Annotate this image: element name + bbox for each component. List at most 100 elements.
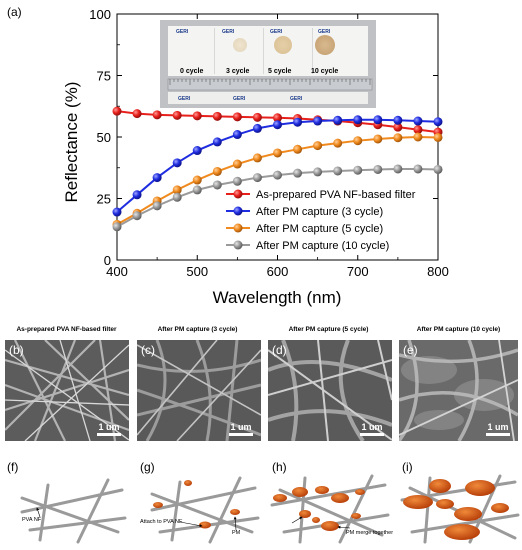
- data-point-3-cycle: [373, 115, 383, 125]
- data-point-3-cycle: [192, 146, 202, 156]
- inset-label-5-cycle: 5 cycle: [268, 68, 291, 75]
- arrow-merge-1: [291, 516, 303, 524]
- inset-strip-logo-1: GERI: [178, 96, 191, 102]
- data-point-3-cycle: [333, 115, 343, 125]
- data-point-as-prepared: [192, 111, 202, 121]
- data-point-5-cycle: [252, 153, 262, 163]
- data-point-10-cycle: [112, 222, 122, 232]
- legend-marker-5-cycle: [233, 223, 243, 233]
- data-point-10-cycle: [132, 211, 142, 221]
- schematic-f-fibers: [20, 478, 127, 544]
- x-tick-label: 700: [347, 264, 369, 279]
- scale-bar-b: 1 um: [97, 422, 121, 436]
- sem-image-d: (d) 1 um: [268, 340, 392, 441]
- filter-spot-3-cycle: [233, 38, 247, 52]
- sem-image-c: (c) 1 um: [137, 340, 261, 441]
- panel-label-a: (a): [7, 5, 22, 19]
- data-point-3-cycle: [393, 115, 403, 125]
- data-point-3-cycle: [152, 173, 162, 183]
- filter-spot-10-cycle: [315, 35, 335, 55]
- sem-panel-label-d: (d): [272, 343, 287, 357]
- schematic-g-fibers: [150, 476, 260, 544]
- data-point-5-cycle: [433, 132, 443, 142]
- data-point-5-cycle: [273, 148, 282, 158]
- data-point-3-cycle: [132, 190, 142, 200]
- x-axis-label: Wavelength (nm): [213, 288, 342, 307]
- scale-bar-text-b: 1 um: [98, 422, 120, 432]
- inset-filter-strip: [168, 92, 368, 104]
- inset-logo-4: GERI: [318, 29, 331, 35]
- data-point-10-cycle: [252, 173, 262, 183]
- inset-strip-logo-2: GERI: [233, 96, 246, 102]
- panel-label-h: (h): [272, 460, 287, 474]
- sem-image-e: (e) 1 um: [399, 340, 518, 441]
- sem-title-e: After PM capture (10 cycle): [416, 326, 501, 333]
- sem-fiber-texture-e: [399, 340, 518, 441]
- data-point-10-cycle: [393, 164, 403, 174]
- data-point-3-cycle: [293, 117, 303, 127]
- data-point-as-prepared: [252, 112, 262, 122]
- scale-bar-text-e: 1 um: [487, 422, 509, 432]
- y-tick-label: 100: [89, 7, 111, 22]
- sem-title-d: After PM capture (5 cycle): [288, 326, 369, 333]
- sem-fiber-texture-d: [268, 340, 392, 441]
- y-tick-label: 50: [97, 130, 111, 145]
- x-tick-label: 800: [427, 264, 449, 279]
- filter-spot-5-cycle: [274, 36, 292, 54]
- inset-strip-logo-3: GERI: [290, 96, 303, 102]
- panel-label-f: (f): [7, 460, 19, 474]
- data-point-as-prepared: [172, 110, 182, 120]
- arrow-pva-nf: [36, 507, 41, 518]
- data-point-3-cycle: [252, 123, 262, 133]
- data-point-10-cycle: [172, 192, 182, 202]
- data-point-3-cycle: [212, 137, 222, 147]
- legend-marker-10-cycle: [233, 240, 243, 250]
- data-point-3-cycle: [273, 120, 282, 130]
- arrow-pm: [233, 516, 237, 531]
- sem-panel-label-e: (e): [403, 343, 418, 357]
- sem-title-b: As-prepared PVA NF-based filter: [16, 326, 117, 333]
- data-point-as-prepared: [232, 112, 242, 122]
- inset-label-3-cycle: 3 cycle: [226, 68, 249, 75]
- data-point-10-cycle: [413, 164, 423, 174]
- data-point-10-cycle: [273, 170, 282, 180]
- data-point-10-cycle: [192, 185, 202, 195]
- legend-marker-as-prepared: [233, 189, 243, 199]
- y-tick-label: 0: [104, 253, 111, 268]
- annotation-attach: Attach to PVA NF: [140, 519, 183, 525]
- schematic-g-pm-particles: [153, 480, 240, 529]
- data-point-3-cycle: [112, 207, 122, 217]
- y-axis-label: Reflectance (%): [62, 82, 81, 203]
- legend-label-as-prepared: As-prepared PVA NF-based filter: [256, 189, 416, 201]
- data-point-as-prepared: [152, 110, 162, 120]
- data-point-5-cycle: [333, 138, 343, 148]
- sem-title-c: After PM capture (3 cycle): [157, 326, 238, 333]
- x-tick-label: 600: [267, 264, 289, 279]
- legend-marker-3-cycle: [233, 206, 243, 216]
- scale-bar-text-d: 1 um: [361, 422, 383, 432]
- data-point-5-cycle: [413, 132, 423, 142]
- arrow-merge-2: [337, 525, 351, 529]
- data-point-3-cycle: [172, 158, 182, 168]
- data-point-10-cycle: [333, 166, 343, 176]
- data-point-as-prepared: [112, 106, 122, 116]
- y-tick-label: 75: [97, 69, 111, 84]
- scale-bar-d: 1 um: [360, 422, 384, 436]
- scale-bar-e: 1 um: [486, 422, 510, 436]
- data-point-10-cycle: [433, 164, 443, 174]
- annotation-merge: PM merge together: [346, 530, 394, 536]
- data-point-5-cycle: [353, 136, 363, 146]
- data-point-5-cycle: [212, 166, 222, 176]
- inset-logo-1: GERI: [176, 29, 189, 35]
- data-point-10-cycle: [212, 180, 222, 190]
- data-point-5-cycle: [232, 159, 242, 169]
- reflectance-chart: 400 500 600 700 800 0 25 50 75 100 GERI GERI GERI…: [62, 7, 449, 307]
- data-point-5-cycle: [172, 185, 182, 195]
- data-point-3-cycle: [232, 130, 242, 140]
- data-point-5-cycle: [313, 141, 323, 151]
- sem-image-b: (b) 1 um: [5, 340, 129, 441]
- inset-label-0-cycle: 0 cycle: [180, 68, 203, 75]
- data-point-10-cycle: [293, 168, 303, 178]
- data-point-as-prepared: [212, 111, 222, 121]
- data-point-5-cycle: [192, 175, 202, 185]
